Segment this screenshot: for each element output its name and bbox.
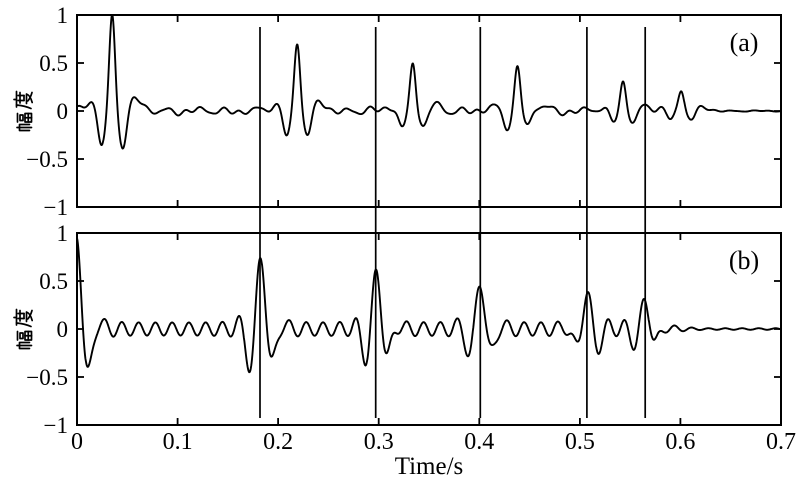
event-marker-lines (259, 27, 647, 418)
ylabel-char-fu (24, 330, 33, 341)
ylabel-char-fu (24, 112, 33, 123)
axes-frames (76, 14, 782, 426)
y-tick-label: −1 (44, 413, 68, 438)
ylabel-b-glyph (13, 308, 34, 350)
y-tick-labels: −1−0.500.51−1−0.500.51 (26, 3, 68, 438)
x-tick-label: 0.2 (263, 429, 293, 455)
y-tick-label: −1 (44, 195, 68, 220)
ylabel-char-fu (19, 114, 24, 122)
x-tick-labels: 0 0.1 0.2 0.3 0.4 0.5 0.6 0.7 (71, 429, 796, 455)
ylabel-char-du (26, 309, 33, 320)
ylabel-char-du (15, 104, 32, 110)
y-tick-label: 0 (57, 99, 69, 124)
y-tick-label: −0.5 (26, 147, 68, 172)
waveform-b-path (76, 237, 782, 374)
ylabel-char-du (15, 322, 32, 328)
ylabel-char-fu (19, 332, 24, 340)
waveform-a-path (76, 14, 782, 150)
y-tick-label: 1 (57, 221, 69, 246)
x-axis-title: Time/s (395, 453, 464, 480)
y-tick-label: −0.5 (26, 365, 68, 390)
y-tick-label: 0.5 (39, 51, 68, 76)
x-tick-label: 0.3 (364, 429, 394, 455)
x-tick-label: 0.4 (464, 429, 494, 455)
ylabel-char-du (25, 311, 34, 323)
y-tick-label: 1 (57, 3, 69, 28)
x-tick-label: 0 (71, 429, 83, 455)
ylabel-glyphs (13, 90, 34, 350)
ylabel-a-glyph (13, 90, 34, 132)
y-tick-label: 0.5 (39, 269, 68, 294)
ylabel-char-du (26, 91, 33, 102)
waveform-curves (76, 14, 782, 374)
ylabel-char-du (25, 93, 34, 105)
subplot-b-frame (76, 232, 782, 426)
x-tick-label: 0.7 (766, 429, 796, 455)
subplot-b-label: (b) (729, 246, 759, 275)
x-tick-label: 0.5 (565, 429, 595, 455)
x-tick-label: 0.1 (163, 429, 193, 455)
subplot-a-label: (a) (730, 28, 759, 57)
y-tick-label: 0 (57, 317, 69, 342)
x-tick-label: 0.6 (665, 429, 695, 455)
axis-tick-marks (76, 14, 782, 426)
